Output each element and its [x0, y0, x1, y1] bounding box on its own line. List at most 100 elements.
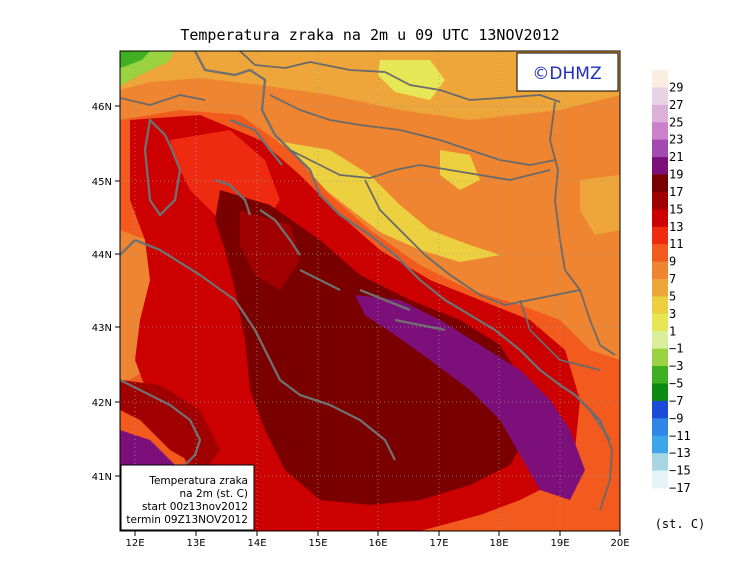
colorbar-swatch-14 — [652, 313, 668, 332]
lon-tick-3: 15E — [308, 531, 328, 549]
lat-label-3: 43N — [92, 323, 112, 334]
lat-label-1: 45N — [92, 177, 112, 188]
info-line-3: start 00z13nov2012 — [142, 501, 248, 513]
info-line-4: termin 09Z13NOV2012 — [126, 514, 248, 526]
colorbar-label-2: 25 — [669, 115, 683, 129]
border-sava — [269, 94, 556, 166]
colorbar-swatch-10 — [652, 244, 668, 262]
kvarner-coast — [229, 118, 283, 166]
colorbar-label-5: 19 — [669, 168, 683, 182]
lon-tick-0: 12E — [125, 531, 145, 549]
dhmz-logo: ©DHMZ — [516, 52, 619, 92]
colorbar-swatch-4 — [652, 139, 668, 158]
border-north — [239, 51, 561, 103]
colorbar-swatch-17 — [652, 366, 668, 384]
graticule — [120, 51, 620, 531]
colorbar-swatch-15 — [652, 331, 668, 350]
colorbar-label-12: 5 — [669, 289, 676, 303]
lat-tick-0: 46N — [92, 102, 120, 113]
colorbar-swatch-12 — [652, 279, 668, 297]
info-box: Temperatura zraka na 2m (st. C) start 00… — [120, 464, 255, 531]
colorbar-swatch-22 — [652, 453, 668, 471]
islands — [214, 178, 446, 332]
colorbar-swatch-21 — [652, 435, 668, 454]
colorbar-label-20: −11 — [669, 429, 691, 443]
colorbar-swatch-0 — [652, 70, 668, 88]
colorbar-label-15: −1 — [669, 342, 683, 356]
colorbar-swatch-19 — [652, 400, 668, 419]
colorbar-swatch-1 — [652, 87, 668, 106]
east-adriatic-coast — [193, 51, 611, 441]
lon-label-2: 14E — [247, 538, 266, 549]
colorbar-label-21: −13 — [669, 446, 691, 460]
colorbar-label-10: 9 — [669, 255, 676, 269]
colorbar-swatch-23 — [652, 470, 668, 489]
field-italy-red — [120, 380, 220, 470]
colorbar-label-4: 21 — [669, 150, 683, 164]
colorbar-label-8: 13 — [669, 220, 683, 234]
colorbar-swatch-2 — [652, 104, 668, 123]
colorbar-label-13: 3 — [669, 307, 676, 321]
colorbar-swatch-7 — [652, 191, 668, 210]
info-line-1: Temperatura zraka — [148, 475, 248, 487]
lon-tick-7: 19E — [550, 531, 570, 549]
istria-coast — [143, 118, 182, 217]
lon-tick-8: 20E — [610, 531, 630, 549]
lat-tick-3: 43N — [92, 323, 120, 334]
field-east-patch — [580, 175, 620, 235]
colorbar-label-14: 1 — [669, 324, 676, 338]
field-yellow-ridge — [270, 140, 500, 262]
colorbar-swatch-11 — [652, 261, 668, 280]
colorbar-label-1: 27 — [669, 98, 683, 112]
lon-tick-6: 18E — [489, 531, 509, 549]
lat-label-5: 41N — [92, 472, 112, 483]
lon-tick-5: 17E — [429, 531, 449, 549]
colorbar-label-22: −15 — [669, 464, 691, 478]
colorbar-swatch-8 — [652, 209, 668, 228]
map-title: Temperatura zraka na 2m u 09 UTC 13NOV20… — [180, 26, 559, 44]
borders — [120, 51, 616, 511]
italy-east-coast — [120, 238, 397, 461]
colorbar-label-11: 7 — [669, 272, 676, 286]
colorbar-label-23: −17 — [669, 481, 691, 495]
colorbar-label-6: 17 — [669, 185, 683, 199]
field-purple-zone — [355, 295, 585, 500]
colorbar-swatch-6 — [652, 174, 668, 193]
colorbar-label-9: 11 — [669, 237, 683, 251]
colorbar-label-0: 29 — [669, 80, 683, 94]
border-serbia — [549, 101, 616, 356]
colorbar-label-3: 23 — [669, 133, 683, 147]
colorbar-swatch-3 — [652, 122, 668, 141]
colorbar-label-7: 15 — [669, 202, 683, 216]
lon-label-3: 15E — [308, 538, 327, 549]
lat-tick-4: 42N — [92, 398, 120, 409]
lon-label-7: 19E — [550, 538, 569, 549]
lat-label-2: 44N — [92, 250, 112, 261]
colorbar-label-19: −9 — [669, 411, 683, 425]
colorbar-swatch-9 — [652, 226, 668, 245]
lon-label-0: 12E — [125, 538, 144, 549]
border-bih-north — [289, 149, 551, 181]
coastlines — [120, 51, 611, 531]
lat-tick-5: 41N — [92, 472, 120, 483]
lon-label-1: 13E — [186, 538, 205, 549]
lat-tick-1: 45N — [92, 177, 120, 188]
colorbar-unit: (st. C) — [655, 517, 706, 531]
field-yellow-patch-2 — [440, 150, 480, 190]
border-albania — [579, 399, 613, 511]
colorbar-swatch-20 — [652, 418, 668, 437]
border-montenegro — [519, 299, 601, 371]
lat-label-0: 46N — [92, 102, 112, 113]
colorbar-swatch-16 — [652, 348, 668, 367]
colorbar-swatch-5 — [652, 157, 668, 175]
lon-tick-2: 14E — [247, 531, 267, 549]
colorbar: 29 27 25 23 21 19 17 15 13 11 9 7 5 3 1 −1 −3 −5 −7 −9 −11 −1… — [652, 70, 691, 495]
lon-label-5: 17E — [429, 538, 448, 549]
map-frame — [119, 50, 621, 532]
field-north-band — [120, 51, 620, 120]
colorbar-label-17: −5 — [669, 377, 683, 391]
colorbar-label-16: −3 — [669, 359, 683, 373]
lon-label-4: 16E — [368, 538, 387, 549]
border-italy-slovenia — [120, 94, 206, 106]
